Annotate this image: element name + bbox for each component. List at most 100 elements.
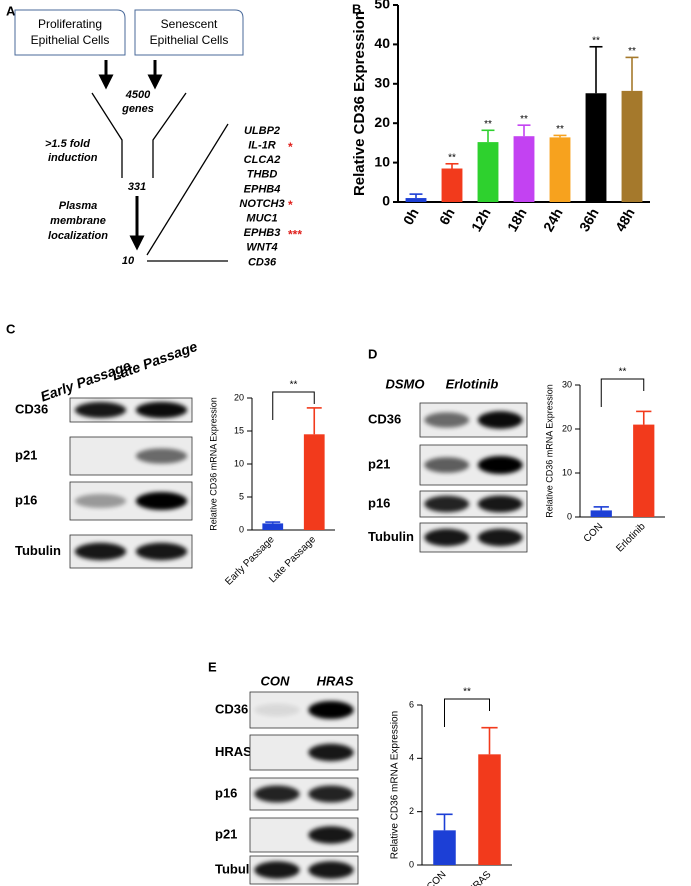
band <box>254 785 300 803</box>
blot-label: Tubulin <box>368 529 414 544</box>
box-text: Epithelial Cells <box>31 33 110 47</box>
blot-label: CD36 <box>368 411 401 426</box>
bar <box>477 142 499 202</box>
step: localization <box>48 230 108 242</box>
x-tick-label: CON <box>582 521 606 545</box>
gene-mark: *** <box>288 227 302 241</box>
y-tick-label: 2 <box>409 806 414 816</box>
y-axis-label: Relative CD36 mRNA Expression <box>544 384 554 518</box>
lane-header: DSMO <box>386 376 425 391</box>
gene: MUC1 <box>246 213 277 225</box>
funnel <box>152 92 187 178</box>
y-tick-label: 10 <box>374 153 390 169</box>
band <box>308 701 354 719</box>
band <box>424 495 470 513</box>
x-tick-label: 24h <box>540 205 566 234</box>
panel-label: C <box>6 321 16 336</box>
band <box>477 528 523 547</box>
y-axis-label: Relative CD36 mRNA Expression <box>208 397 218 531</box>
lane-header: HRAS <box>317 673 354 688</box>
band <box>135 448 188 464</box>
blot-label: p21 <box>15 447 37 462</box>
bar <box>513 136 535 202</box>
band <box>135 542 188 561</box>
gene: CD36 <box>248 256 277 268</box>
gene-list: ULBP2 IL-1R * CLCA2 THBD EPHB4 NOTCH3 * MUC1 EPHB… <box>239 125 302 268</box>
x-tick-label: 36h <box>576 205 602 234</box>
y-tick-label: 20 <box>562 423 572 433</box>
band <box>135 401 188 419</box>
bar <box>303 434 325 530</box>
gene: EPHB4 <box>244 183 281 195</box>
significance: ** <box>619 367 627 378</box>
blot-label: Tubulin <box>15 543 61 558</box>
y-tick-label: 5 <box>239 491 244 501</box>
panel-label: B <box>352 1 361 16</box>
blot-label: p16 <box>15 492 37 507</box>
band <box>424 412 470 428</box>
bar <box>441 168 463 202</box>
band <box>308 826 354 844</box>
band <box>477 411 523 429</box>
blot-label: p16 <box>368 495 390 510</box>
bar <box>633 424 655 517</box>
band <box>254 861 300 879</box>
y-axis-label: Relative CD36 Expression <box>351 11 368 196</box>
band <box>308 861 354 879</box>
y-tick-label: 15 <box>234 425 244 435</box>
x-tick-label: 18h <box>504 205 530 234</box>
count: genes <box>121 103 154 115</box>
bar <box>590 510 612 517</box>
gene: WNT4 <box>246 242 277 254</box>
box-text: Proliferating <box>38 17 102 31</box>
gene: NOTCH3 <box>239 198 284 210</box>
blot-label: p16 <box>215 785 237 800</box>
y-tick-label: 30 <box>562 379 572 389</box>
y-tick-label: 20 <box>374 114 390 130</box>
band <box>424 528 470 547</box>
step: Plasma <box>59 200 98 212</box>
y-tick-label: 50 <box>374 0 390 12</box>
significance: ** <box>628 46 636 57</box>
significance: ** <box>592 35 600 46</box>
band <box>424 457 470 473</box>
funnel <box>91 92 123 178</box>
box <box>134 9 244 56</box>
y-tick-label: 4 <box>409 753 414 763</box>
gene-mark: * <box>288 140 293 154</box>
gene: CLCA2 <box>244 154 281 166</box>
box <box>14 9 126 56</box>
bar <box>621 90 643 202</box>
band <box>477 495 523 513</box>
x-tick-label: HRAS <box>466 869 494 886</box>
y-tick-label: 10 <box>234 458 244 468</box>
bar <box>262 523 284 530</box>
band <box>74 402 127 418</box>
significance: ** <box>484 119 492 130</box>
bar <box>549 137 571 202</box>
gene-mark: * <box>288 198 293 212</box>
x-tick-label: 48h <box>612 205 638 234</box>
blot-label: p21 <box>215 826 237 841</box>
box-text: Epithelial Cells <box>150 33 229 47</box>
y-tick-label: 30 <box>374 75 390 91</box>
band <box>74 493 127 509</box>
y-tick-label: 20 <box>234 392 244 402</box>
significance: ** <box>290 380 298 391</box>
significance: ** <box>448 152 456 163</box>
bar <box>478 754 501 865</box>
y-tick-label: 0 <box>409 859 414 869</box>
blot-label: CD36 <box>15 401 48 416</box>
blot-label: Tubulin <box>215 861 261 876</box>
bar <box>585 93 607 202</box>
count: 10 <box>122 255 135 267</box>
significance: ** <box>556 124 564 135</box>
panel-a: A Proliferating Epithelial Cells Senesce… <box>6 3 302 268</box>
y-tick-label: 6 <box>409 699 414 709</box>
step: >1.5 fold <box>45 138 90 150</box>
step: membrane <box>50 215 106 227</box>
comparison-bracket <box>272 391 315 420</box>
blot-label: HRAS <box>215 744 252 759</box>
gene: THBD <box>247 169 278 181</box>
y-tick-label: 10 <box>562 467 572 477</box>
